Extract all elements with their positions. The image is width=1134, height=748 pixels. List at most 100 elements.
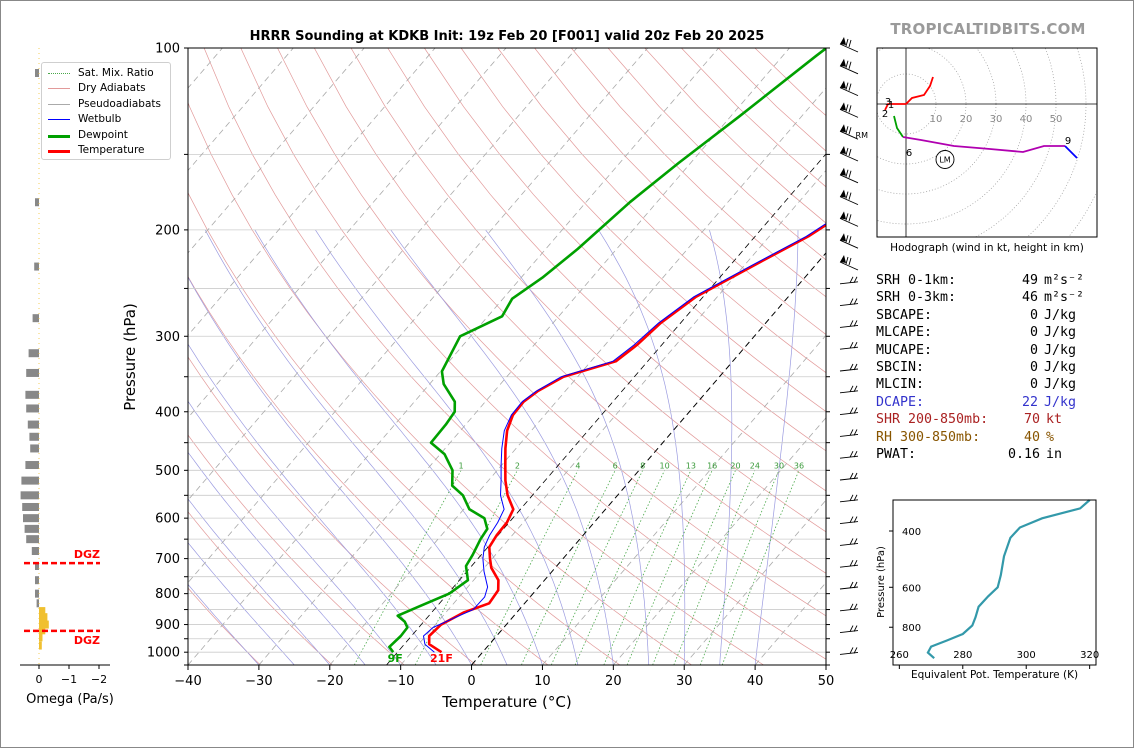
- barb-feather: [849, 341, 854, 349]
- dry-adiabat: [460, 48, 826, 413]
- hodo-title: Hodograph (wind in kt, height in km): [890, 242, 1084, 254]
- barb-feather: [849, 647, 854, 654]
- barb-feather: [849, 429, 854, 436]
- hodo-trace: [893, 115, 904, 138]
- dry-adiabat: [188, 101, 692, 665]
- index-row: SRH 0-1km: 49 m²s⁻²: [876, 272, 1106, 289]
- legend-label: Dewpoint: [78, 128, 128, 141]
- mixing-ratio-line: [480, 470, 579, 665]
- barb-feather: [845, 38, 849, 47]
- hodo-trace: [1064, 145, 1078, 159]
- y-tick-label: 800: [155, 587, 180, 602]
- barb-feather: [848, 127, 852, 135]
- omega-bar: [22, 502, 39, 511]
- wind-barb: [839, 276, 859, 285]
- legend-label: Dry Adiabats: [78, 82, 146, 95]
- omega-bar: [26, 404, 39, 413]
- hodo-height-label: 9: [1065, 136, 1071, 147]
- omega-bar-positive: [39, 641, 42, 650]
- dry-adiabat: [350, 48, 826, 533]
- barb-feather: [849, 472, 854, 480]
- wind-barb: [839, 80, 859, 97]
- barb-feather: [848, 214, 852, 222]
- barb-staff: [839, 499, 859, 503]
- hodo-rm-label: RM: [856, 131, 869, 140]
- barb-feather: [853, 320, 858, 327]
- legend-swatch: [48, 103, 70, 105]
- omega-tick-label: −2: [91, 673, 107, 686]
- barb-staff: [839, 43, 859, 53]
- barb-feather: [849, 363, 854, 371]
- barb-pennant: [840, 37, 846, 45]
- barb-staff: [839, 630, 859, 634]
- mixing-ratio-label: 8: [640, 461, 645, 470]
- barb-feather: [849, 494, 854, 502]
- barb-staff: [839, 87, 859, 97]
- dry-adiabat: [497, 48, 826, 374]
- index-label: MLCAPE:: [876, 325, 933, 341]
- thetae-x-tick-label: 320: [1080, 650, 1099, 661]
- barb-feather: [848, 39, 852, 48]
- index-label: MUCAPE:: [876, 342, 933, 358]
- surface-dewpoint-label: 9F: [388, 652, 403, 665]
- barb-feather: [849, 516, 854, 523]
- barb-staff: [839, 455, 859, 459]
- omega-bar: [29, 432, 39, 441]
- index-row: MLCAPE: 0 J/kg: [876, 324, 1106, 341]
- mixing-ratio-line: [603, 470, 692, 665]
- barb-staff: [839, 586, 859, 590]
- barb-feather: [849, 385, 854, 393]
- omega-bar: [32, 314, 39, 323]
- dry-adiabat: [534, 48, 826, 336]
- x-tick-label: 20: [605, 674, 622, 689]
- mixing-ratio-label: 1: [459, 461, 464, 470]
- hodo-ring-label: 30: [990, 114, 1003, 125]
- barb-feather: [845, 104, 849, 112]
- omega-bar-positive: [39, 633, 43, 642]
- index-unit: m²s⁻²: [1044, 290, 1085, 306]
- pseudoadiabat: [188, 343, 437, 665]
- pseudoadiabat: [204, 229, 508, 665]
- index-row: DCAPE: 22 J/kg: [876, 394, 1106, 411]
- barb-pennant: [840, 58, 846, 67]
- omega-bar: [34, 262, 39, 271]
- wind-barb: [839, 603, 859, 612]
- legend-swatch: [48, 150, 70, 153]
- omega-bar: [20, 491, 39, 500]
- dry-adiabat: [387, 48, 826, 492]
- pseudoadiabat: [188, 451, 366, 665]
- thetae-x-tick-label: 300: [1017, 650, 1036, 661]
- wind-barb: [839, 233, 859, 249]
- wind-barb: [839, 298, 859, 307]
- dry-adiabat: [313, 48, 826, 574]
- dry-adiabat: [188, 275, 549, 665]
- x-tick-label: −30: [245, 674, 272, 689]
- barb-feather: [848, 148, 852, 157]
- thetae-x-tick-label: 260: [890, 650, 909, 661]
- hodo-height-label: 1: [888, 100, 894, 111]
- barb-pennant: [840, 233, 846, 242]
- index-row: SBCIN: 0 J/kg: [876, 359, 1106, 376]
- mixing-ratio-label: 30: [774, 461, 784, 470]
- index-unit: m²s⁻²: [1044, 273, 1085, 288]
- y-tick-label: 600: [155, 512, 180, 527]
- pseudoadiabat: [188, 276, 472, 665]
- omega-bar: [25, 461, 39, 470]
- index-unit: kt: [1046, 412, 1063, 428]
- barb-pennant: [840, 255, 846, 263]
- barb-feather: [848, 236, 852, 244]
- thetae-x-tick-label: 280: [953, 650, 972, 661]
- index-unit: J/kg: [1044, 394, 1077, 410]
- y-tick-label: 900: [155, 618, 180, 633]
- isotherm-line: [542, 334, 826, 665]
- barb-feather: [853, 429, 858, 436]
- dry-adiabat: [188, 587, 261, 665]
- mixing-ratio-line: [652, 470, 736, 665]
- barb-feather: [853, 385, 858, 393]
- index-value: 0: [1029, 377, 1038, 393]
- barb-feather: [853, 581, 858, 589]
- index-row: SBCAPE: 0 J/kg: [876, 307, 1106, 324]
- index-value: 0: [1029, 325, 1038, 341]
- barb-pennant: [840, 146, 846, 154]
- barb-feather: [853, 559, 858, 567]
